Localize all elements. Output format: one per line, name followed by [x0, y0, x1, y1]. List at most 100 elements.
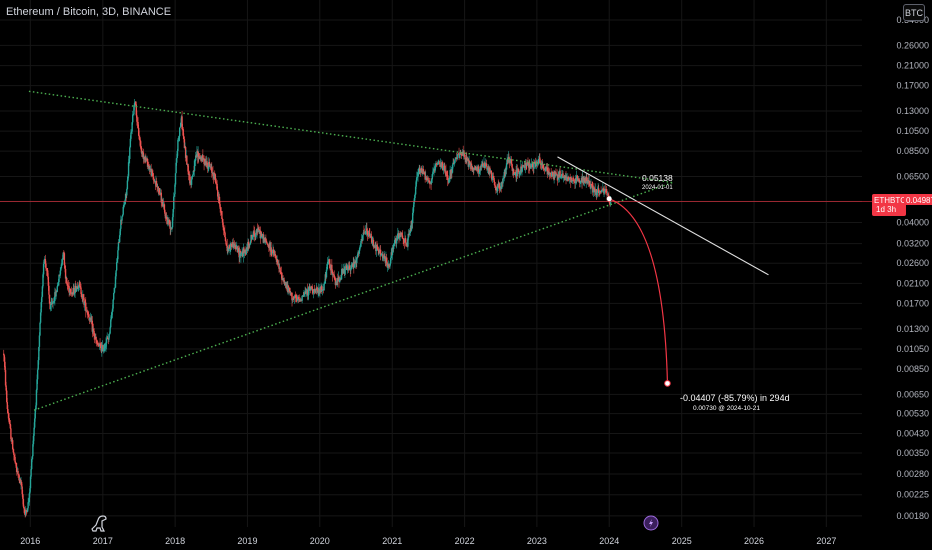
- candle-body[interactable]: [459, 152, 461, 155]
- candle-body[interactable]: [350, 264, 353, 269]
- candle-body[interactable]: [378, 249, 380, 253]
- candle-body[interactable]: [148, 165, 151, 170]
- candle-body[interactable]: [17, 474, 20, 476]
- candle-body[interactable]: [245, 248, 247, 255]
- candle-body[interactable]: [432, 171, 434, 175]
- candle-body[interactable]: [47, 276, 50, 286]
- candle-body[interactable]: [17, 470, 19, 475]
- candle-body[interactable]: [530, 163, 533, 168]
- candle-body[interactable]: [560, 176, 562, 178]
- candle-body[interactable]: [279, 267, 281, 272]
- candle-body[interactable]: [79, 285, 82, 288]
- candle-body[interactable]: [173, 196, 175, 210]
- candle-body[interactable]: [202, 155, 204, 160]
- candle-body[interactable]: [9, 422, 11, 424]
- candle-body[interactable]: [328, 259, 331, 264]
- candle-body[interactable]: [583, 181, 585, 183]
- candle-body[interactable]: [261, 233, 263, 237]
- candle-body[interactable]: [92, 328, 95, 332]
- candle-body[interactable]: [293, 298, 295, 300]
- candle-body[interactable]: [448, 179, 450, 183]
- candle-body[interactable]: [573, 180, 575, 182]
- candle-body[interactable]: [410, 221, 413, 231]
- candle-body[interactable]: [547, 171, 549, 175]
- candle-body[interactable]: [53, 301, 55, 302]
- candle-body[interactable]: [168, 219, 171, 225]
- symbol-title[interactable]: Ethereum / Bitcoin, 3D, BINANCE: [6, 6, 172, 18]
- candle-body[interactable]: [151, 171, 154, 174]
- candle-body[interactable]: [35, 405, 37, 410]
- candle-body[interactable]: [183, 139, 186, 149]
- candle-body[interactable]: [25, 510, 28, 512]
- candle-body[interactable]: [519, 170, 521, 173]
- candle-body[interactable]: [137, 127, 140, 136]
- candle-body[interactable]: [211, 167, 213, 173]
- candle-body[interactable]: [230, 243, 233, 247]
- candle-body[interactable]: [404, 238, 407, 243]
- candle-body[interactable]: [584, 182, 587, 184]
- candle-body[interactable]: [486, 166, 488, 170]
- candle-body[interactable]: [214, 172, 216, 175]
- candle-body[interactable]: [368, 233, 370, 235]
- candle-body[interactable]: [316, 287, 318, 291]
- candle-body[interactable]: [427, 177, 429, 181]
- candle-body[interactable]: [152, 173, 154, 177]
- candle-body[interactable]: [514, 172, 517, 173]
- candle-body[interactable]: [21, 486, 23, 494]
- candle-body[interactable]: [465, 157, 467, 163]
- candle-body[interactable]: [326, 261, 329, 265]
- candle-body[interactable]: [356, 258, 358, 264]
- candle-body[interactable]: [184, 147, 187, 158]
- candle-body[interactable]: [222, 227, 225, 231]
- candle-body[interactable]: [91, 320, 94, 332]
- candle-body[interactable]: [3, 353, 5, 356]
- trendline[interactable]: [33, 181, 673, 411]
- candle-body[interactable]: [48, 294, 51, 304]
- candle-body[interactable]: [4, 370, 7, 386]
- candle-body[interactable]: [130, 132, 132, 139]
- candle-body[interactable]: [515, 169, 518, 178]
- candle-body[interactable]: [220, 208, 222, 211]
- candle-body[interactable]: [445, 170, 447, 175]
- candle-body[interactable]: [110, 315, 113, 320]
- candle-body[interactable]: [219, 204, 221, 209]
- candle-body[interactable]: [329, 263, 331, 269]
- candle-body[interactable]: [23, 506, 25, 509]
- candle-body[interactable]: [195, 155, 197, 161]
- candle-body[interactable]: [142, 151, 144, 153]
- candle-body[interactable]: [285, 282, 287, 288]
- candle-body[interactable]: [479, 170, 481, 172]
- candle-body[interactable]: [288, 287, 291, 291]
- candle-body[interactable]: [334, 278, 337, 286]
- candle-body[interactable]: [425, 177, 428, 179]
- candle-body[interactable]: [284, 283, 286, 285]
- candle-body[interactable]: [69, 288, 72, 293]
- candle-body[interactable]: [397, 234, 399, 240]
- candle-body[interactable]: [261, 235, 264, 237]
- projection-start-marker[interactable]: [606, 196, 612, 202]
- candle-body[interactable]: [593, 187, 595, 189]
- candle-body[interactable]: [10, 428, 12, 439]
- candle-body[interactable]: [472, 167, 474, 170]
- candle-body[interactable]: [186, 155, 188, 165]
- candle-body[interactable]: [518, 172, 521, 175]
- candle-body[interactable]: [214, 174, 217, 182]
- candle-body[interactable]: [129, 147, 131, 160]
- candle-body[interactable]: [169, 224, 171, 230]
- candle-body[interactable]: [207, 165, 209, 169]
- candle-body[interactable]: [18, 475, 20, 481]
- candle-body[interactable]: [370, 237, 373, 243]
- candle-body[interactable]: [222, 222, 224, 228]
- candle-body[interactable]: [33, 427, 35, 436]
- candle-body[interactable]: [172, 209, 174, 218]
- candle-body[interactable]: [145, 159, 148, 161]
- candle-body[interactable]: [80, 293, 83, 298]
- candle-body[interactable]: [39, 322, 41, 336]
- candle-body[interactable]: [529, 165, 532, 169]
- candle-body[interactable]: [70, 292, 72, 294]
- candle-body[interactable]: [398, 233, 400, 239]
- candle-body[interactable]: [162, 205, 164, 207]
- candle-body[interactable]: [28, 493, 31, 503]
- candle-body[interactable]: [164, 213, 167, 219]
- candle-body[interactable]: [596, 192, 598, 196]
